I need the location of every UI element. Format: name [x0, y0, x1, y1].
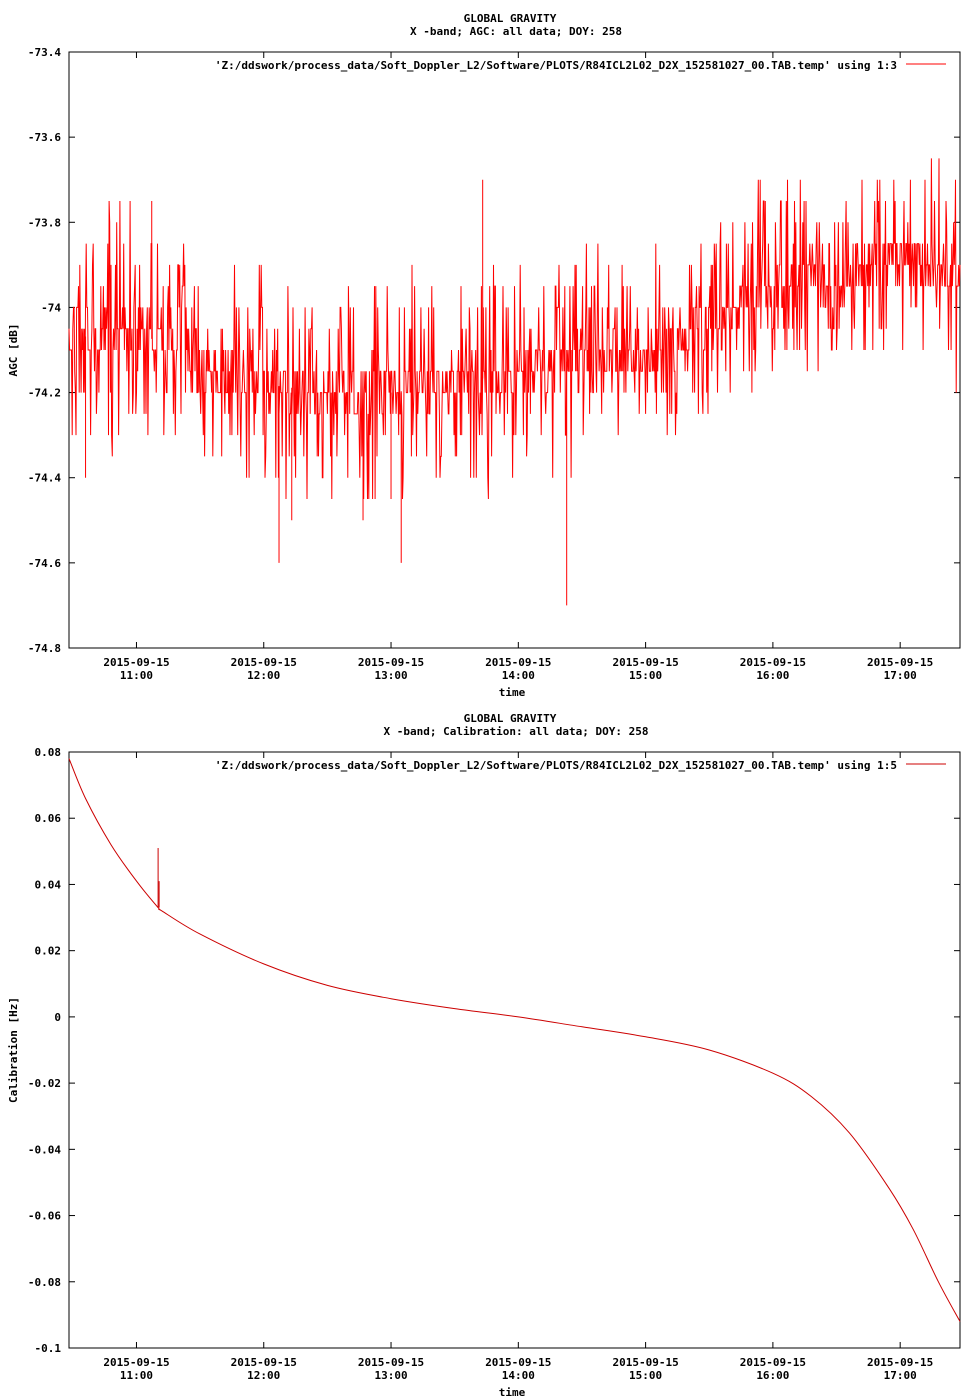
- x-tick-date: 2015-09-15: [485, 656, 551, 669]
- y-tick-label: -74.8: [28, 642, 61, 655]
- x-axis-label: time: [499, 1386, 526, 1399]
- y-tick-label: 0.04: [35, 878, 62, 891]
- x-tick-date: 2015-09-15: [740, 656, 806, 669]
- calibration-chart: GLOBAL GRAVITY X -band; Calibration: all…: [7, 712, 961, 1399]
- agc-series-line: [68, 158, 961, 500]
- y-tick-label: 0: [54, 1011, 61, 1024]
- x-tick-time: 11:00: [120, 1369, 153, 1382]
- x-tick-time: 12:00: [247, 1369, 280, 1382]
- x-tick-date: 2015-09-15: [358, 1356, 424, 1369]
- x-tick-date: 2015-09-15: [740, 1356, 806, 1369]
- y-tick-label: 0.08: [35, 746, 62, 759]
- x-tick-date: 2015-09-15: [867, 656, 933, 669]
- x-tick-time: 15:00: [629, 1369, 662, 1382]
- calibration-series-line: [68, 758, 961, 1322]
- y-tick-label: -73.8: [28, 216, 61, 229]
- x-tick-date: 2015-09-15: [358, 656, 424, 669]
- y-tick-label: -0.02: [28, 1077, 61, 1090]
- y-tick-label: -0.08: [28, 1276, 61, 1289]
- chart-title: GLOBAL GRAVITY: [464, 712, 557, 725]
- y-tick-label: -0.1: [35, 1342, 62, 1355]
- y-tick-label: -74.6: [28, 557, 61, 570]
- y-axis-label: Calibration [Hz]: [7, 997, 20, 1103]
- chart-title: GLOBAL GRAVITY: [464, 12, 557, 25]
- x-tick-time: 15:00: [629, 669, 662, 682]
- x-tick-time: 16:00: [756, 1369, 789, 1382]
- x-tick-date: 2015-09-15: [485, 1356, 551, 1369]
- plot-area: -73.4 -73.6 -73.8 -74 -74.2 -74.4 -74.6 -74.8 20…: [28, 46, 961, 682]
- x-tick-time: 17:00: [884, 669, 917, 682]
- plot-area: 0.08 0.06 0.04 0.02 0 -0.02 -0.04 -0.06 -0.08 -0.…: [28, 746, 961, 1382]
- y-tick-label: 0.06: [35, 812, 62, 825]
- x-axis-label: time: [499, 686, 526, 699]
- chart-subtitle: X -band; Calibration: all data; DOY: 258: [384, 725, 649, 738]
- x-tick-time: 17:00: [884, 1369, 917, 1382]
- y-tick-label: -73.6: [28, 131, 61, 144]
- y-tick-label: -74.4: [28, 472, 61, 485]
- chart-subtitle: X -band; AGC: all data; DOY: 258: [410, 25, 622, 38]
- x-tick-time: 11:00: [120, 669, 153, 682]
- x-tick-time: 14:00: [502, 669, 535, 682]
- x-tick-date: 2015-09-15: [867, 1356, 933, 1369]
- x-tick-date: 2015-09-15: [612, 1356, 678, 1369]
- x-tick-date: 2015-09-15: [103, 1356, 169, 1369]
- legend-entry: 'Z:/ddswork/process_data/Soft_Doppler_L2…: [215, 59, 897, 72]
- y-tick-label: 0.02: [35, 945, 62, 958]
- x-tick-date: 2015-09-15: [103, 656, 169, 669]
- x-tick-time: 12:00: [247, 669, 280, 682]
- x-tick-time: 13:00: [374, 1369, 407, 1382]
- y-axis-label: AGC [dB]: [7, 324, 20, 377]
- y-tick-label: -0.06: [28, 1210, 61, 1223]
- plot-border: [68, 51, 961, 649]
- x-tick-time: 13:00: [374, 669, 407, 682]
- x-tick-time: 16:00: [756, 669, 789, 682]
- y-tick-label: -73.4: [28, 46, 61, 59]
- y-tick-label: -0.04: [28, 1143, 61, 1156]
- x-tick-time: 14:00: [502, 1369, 535, 1382]
- plot-border: [68, 751, 961, 1349]
- x-tick-date: 2015-09-15: [612, 656, 678, 669]
- y-tick-label: -74: [41, 301, 61, 314]
- x-tick-date: 2015-09-15: [231, 1356, 297, 1369]
- agc-chart: GLOBAL GRAVITY X -band; AGC: all data; D…: [7, 12, 961, 699]
- legend-entry: 'Z:/ddswork/process_data/Soft_Doppler_L2…: [215, 759, 897, 772]
- y-tick-label: -74.2: [28, 387, 61, 400]
- x-tick-date: 2015-09-15: [231, 656, 297, 669]
